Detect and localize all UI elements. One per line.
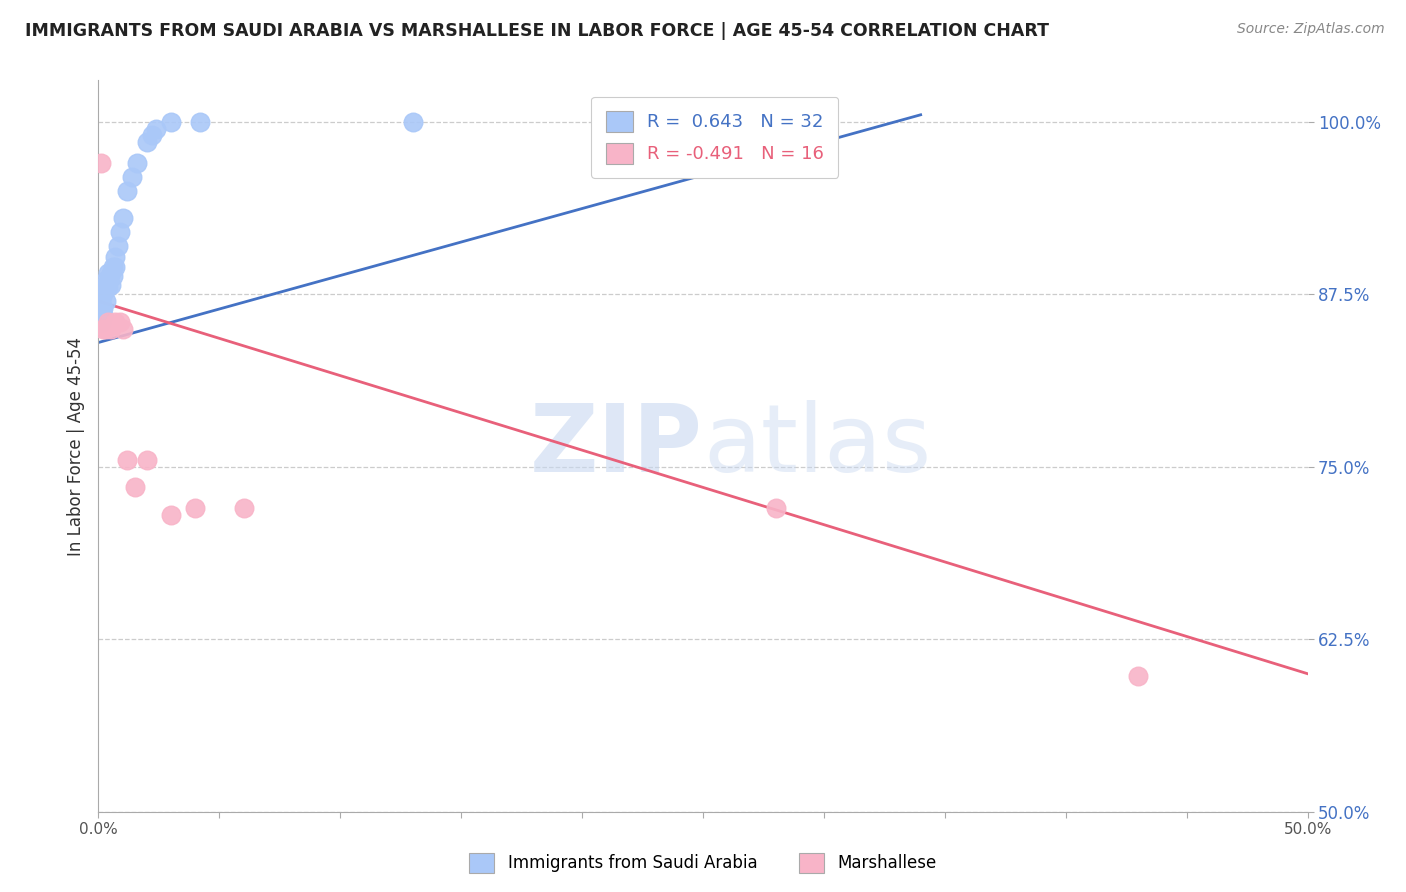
Point <box>111 211 134 226</box>
Point <box>97 267 120 281</box>
Point <box>97 315 120 329</box>
Text: IMMIGRANTS FROM SAUDI ARABIA VS MARSHALLESE IN LABOR FORCE | AGE 45-54 CORRELATI: IMMIGRANTS FROM SAUDI ARABIA VS MARSHALL… <box>25 22 1049 40</box>
Point <box>127 156 149 170</box>
Point <box>160 114 183 128</box>
Point <box>121 169 143 184</box>
Point <box>91 308 114 322</box>
Legend: R =  0.643   N = 32, R = -0.491   N = 16: R = 0.643 N = 32, R = -0.491 N = 16 <box>591 96 838 178</box>
Text: Source: ZipAtlas.com: Source: ZipAtlas.com <box>1237 22 1385 37</box>
Y-axis label: In Labor Force | Age 45-54: In Labor Force | Age 45-54 <box>66 336 84 556</box>
Point <box>104 315 127 329</box>
Point <box>90 308 112 322</box>
Point <box>141 128 163 143</box>
Point <box>91 280 114 294</box>
Point <box>101 269 124 284</box>
Point <box>97 280 120 294</box>
Point <box>402 114 425 128</box>
Point <box>94 273 117 287</box>
Point <box>104 260 127 274</box>
Text: atlas: atlas <box>703 400 931 492</box>
Point <box>100 321 122 335</box>
Point <box>1128 669 1150 683</box>
Point <box>108 315 131 329</box>
Point <box>107 239 129 253</box>
Point <box>117 452 139 467</box>
Point <box>94 321 117 335</box>
Point <box>91 301 114 315</box>
Point <box>100 277 122 292</box>
Legend: Immigrants from Saudi Arabia, Marshallese: Immigrants from Saudi Arabia, Marshalles… <box>463 847 943 880</box>
Point <box>91 321 114 335</box>
Point <box>90 294 112 309</box>
Point <box>104 250 127 264</box>
Point <box>108 225 131 239</box>
Point <box>100 267 122 281</box>
Point <box>101 260 124 274</box>
Point <box>94 294 117 309</box>
Point <box>117 184 139 198</box>
Point <box>90 315 112 329</box>
Point <box>135 136 157 150</box>
Point <box>232 501 254 516</box>
Point <box>91 287 114 301</box>
Text: ZIP: ZIP <box>530 400 703 492</box>
Point <box>188 114 211 128</box>
Point <box>184 501 207 516</box>
Point <box>94 280 117 294</box>
Point <box>135 452 157 467</box>
Point <box>124 480 146 494</box>
Point <box>90 287 112 301</box>
Point <box>111 321 134 335</box>
Point <box>145 121 167 136</box>
Point <box>765 501 787 516</box>
Point <box>90 301 112 315</box>
Point <box>160 508 183 522</box>
Point <box>90 156 112 170</box>
